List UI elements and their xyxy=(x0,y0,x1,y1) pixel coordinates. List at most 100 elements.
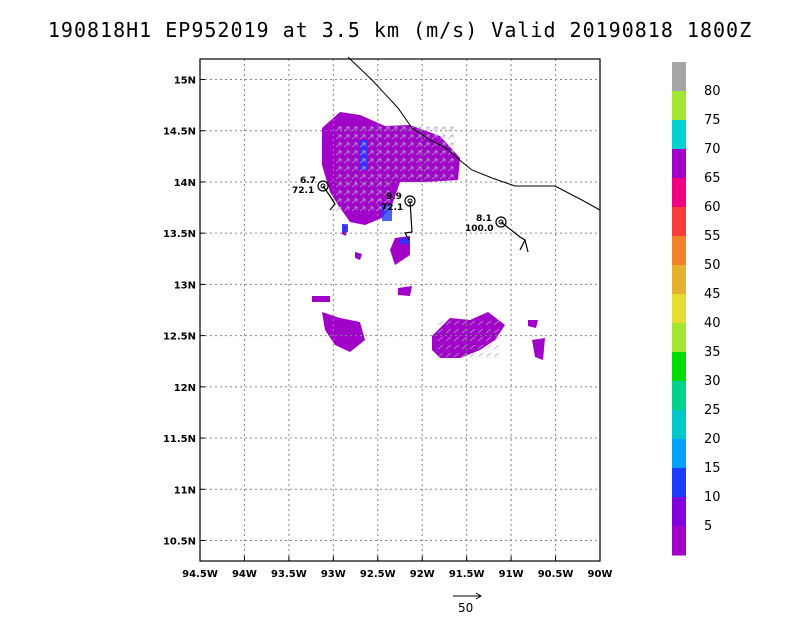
wind-vector xyxy=(351,182,358,188)
wind-vector xyxy=(415,142,422,148)
lat-tick-label: 15N xyxy=(174,75,196,86)
wind-vector xyxy=(399,166,406,172)
wind-vector xyxy=(335,150,342,156)
wind-vector xyxy=(423,150,430,156)
wind-vector xyxy=(445,328,452,334)
wind-vector xyxy=(469,352,476,358)
wind-vector xyxy=(383,126,390,132)
lon-tick-label: 92W xyxy=(410,569,435,580)
wind-vector xyxy=(383,206,390,212)
wind-vector xyxy=(375,198,382,204)
wind-vector xyxy=(375,190,382,196)
colorbar-label: 35 xyxy=(704,345,721,360)
wind-vector xyxy=(477,328,484,334)
wind-vector xyxy=(383,174,390,180)
lon-tick-label: 91.5W xyxy=(449,569,485,580)
colorbar-label: 60 xyxy=(704,200,721,215)
wind-vector xyxy=(343,198,350,204)
wind-vector xyxy=(359,134,366,140)
wind-vector xyxy=(391,174,398,180)
wind-vector xyxy=(399,142,406,148)
colorbar-swatch xyxy=(672,439,686,469)
coastline xyxy=(347,56,601,211)
wind-vector xyxy=(351,206,358,212)
wind-area-4 xyxy=(432,312,505,358)
wind-speed-layer xyxy=(312,112,545,360)
storm-track-1: 6.7 72.1 xyxy=(292,176,336,211)
wind-vector xyxy=(351,150,358,156)
wind-vector xyxy=(431,126,438,132)
wind-vector xyxy=(359,190,366,196)
colorbar-swatch xyxy=(672,410,686,440)
wind-vector xyxy=(343,206,350,212)
wind-vector xyxy=(469,336,476,342)
wind-vector xyxy=(485,336,492,342)
wind-vector xyxy=(335,174,342,180)
lat-tick-label: 11N xyxy=(174,485,196,496)
wind-vector xyxy=(359,166,366,172)
colorbar-swatch xyxy=(672,352,686,382)
wind-vector xyxy=(399,158,406,164)
wind-vector xyxy=(453,320,460,326)
wind-vector xyxy=(383,182,390,188)
wind-vector xyxy=(383,198,390,204)
colorbar-swatch xyxy=(672,265,686,295)
wind-vector xyxy=(383,142,390,148)
wind-vector xyxy=(375,166,382,172)
wind-vector xyxy=(399,174,406,180)
wind-vector xyxy=(351,134,358,140)
wind-vector xyxy=(423,126,430,132)
colorbar-swatch xyxy=(672,149,686,179)
wind-vector xyxy=(439,174,446,180)
wind-vector xyxy=(335,134,342,140)
wind-vector xyxy=(343,134,350,140)
wind-vector xyxy=(359,198,366,204)
wind-vector xyxy=(431,166,438,172)
lat-tick-label: 12.5N xyxy=(163,332,196,343)
wind-vector xyxy=(423,174,430,180)
wind-vector xyxy=(439,166,446,172)
wind-vector xyxy=(423,134,430,140)
wind-vector xyxy=(415,134,422,140)
wind-vector xyxy=(343,158,350,164)
wind-vector xyxy=(343,142,350,148)
wind-vector xyxy=(367,142,374,148)
wind-vector xyxy=(399,150,406,156)
wind-vector xyxy=(367,198,374,204)
wind-patch-strong xyxy=(382,205,392,221)
wind-vector xyxy=(437,336,444,342)
reference-arrowhead xyxy=(475,592,482,600)
storm-symbol-2 xyxy=(404,195,416,207)
colorbar-swatch xyxy=(672,294,686,324)
wind-vector xyxy=(375,182,382,188)
colorbar-label: 25 xyxy=(704,403,721,418)
wind-vector xyxy=(437,344,444,350)
lat-tick-label: 11.5N xyxy=(163,434,196,445)
wind-vector xyxy=(447,150,454,156)
wind-vector xyxy=(367,126,374,132)
track-line-2 xyxy=(404,200,413,241)
lat-tick-label: 14.5N xyxy=(163,127,196,138)
wind-vector xyxy=(431,158,438,164)
wind-vector xyxy=(407,174,414,180)
wind-vector xyxy=(391,150,398,156)
colorbar-swatch xyxy=(672,207,686,237)
wind-vector xyxy=(343,126,350,132)
wind-vector xyxy=(335,166,342,172)
wind-vector xyxy=(447,134,454,140)
wind-vector xyxy=(477,320,484,326)
reference-vector: 50 xyxy=(453,592,482,615)
wind-vector xyxy=(335,206,342,212)
wind-vector xyxy=(367,206,374,212)
wind-vector xyxy=(335,158,342,164)
wind-vector xyxy=(415,150,422,156)
wind-vector xyxy=(351,166,358,172)
wind-vector xyxy=(343,190,350,196)
wind-vector xyxy=(407,166,414,172)
lat-tick-label: 10.5N xyxy=(163,537,196,548)
wind-vector xyxy=(391,134,398,140)
lat-tick-label: 12N xyxy=(174,383,196,394)
storm-3-label-top: 8.1 xyxy=(476,214,492,224)
colorbar-swatches xyxy=(672,62,686,556)
